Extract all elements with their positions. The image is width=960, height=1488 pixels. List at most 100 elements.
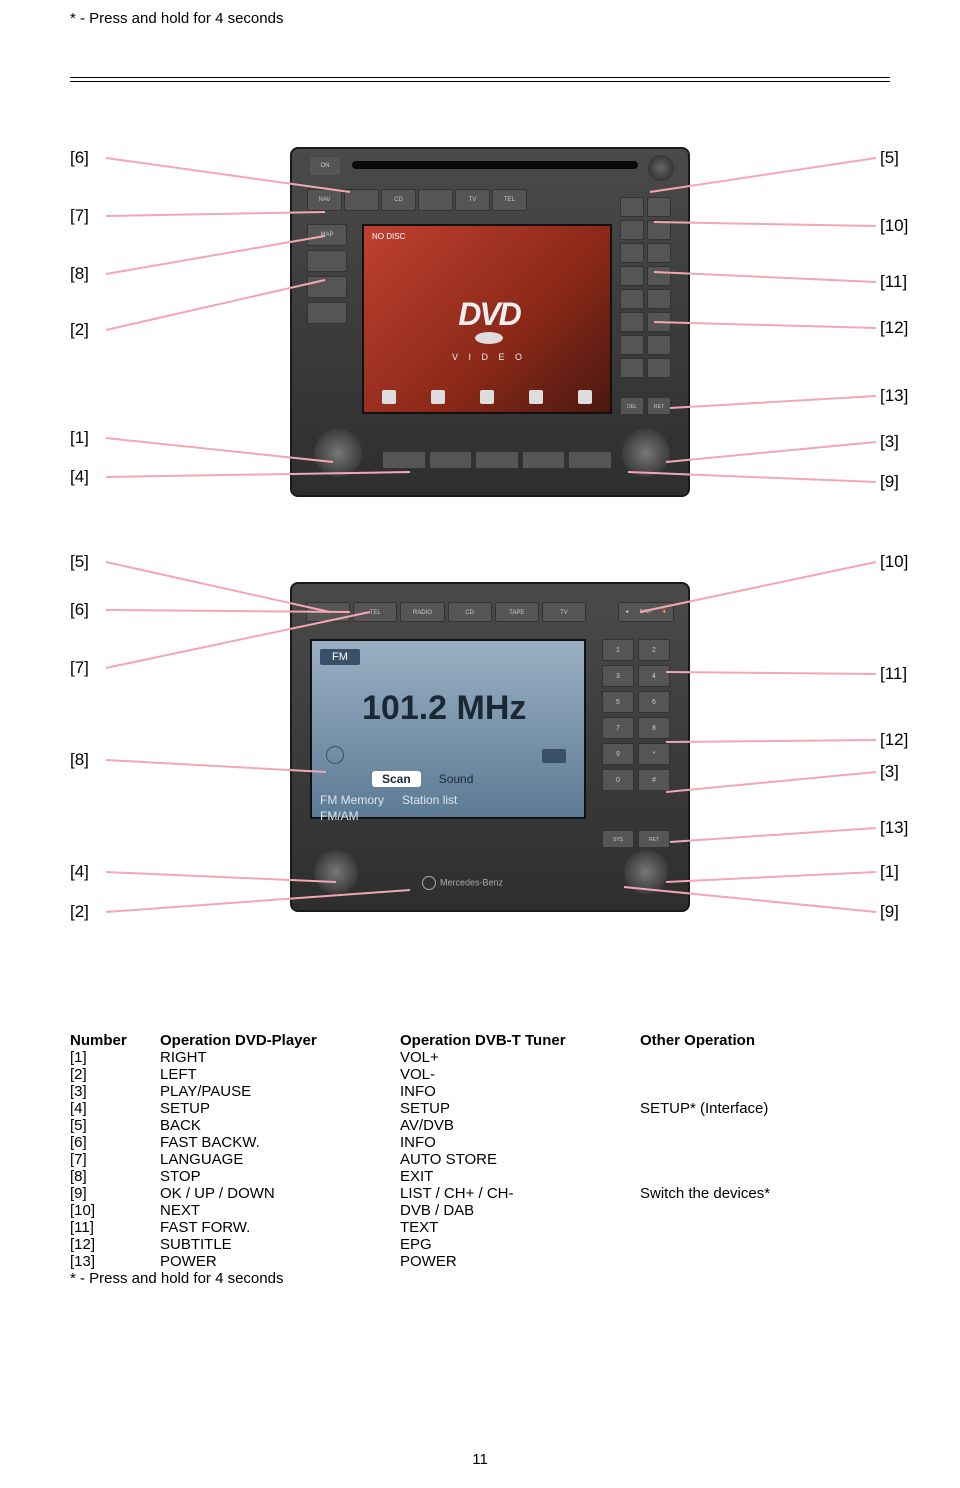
grid-button bbox=[647, 220, 671, 240]
sys-ret-row: SYS RET bbox=[602, 830, 674, 848]
video-text: V I D E O bbox=[414, 352, 564, 362]
table-cell: BACK bbox=[160, 1117, 400, 1134]
table-cell: [3] bbox=[70, 1083, 160, 1100]
numeric-keypad: 123456789*0# bbox=[602, 639, 674, 791]
top-button: TEL bbox=[353, 602, 397, 622]
table-header-row: NumberOperation DVD-PlayerOperation DVB-… bbox=[70, 1032, 890, 1049]
top-button: CD bbox=[381, 189, 416, 211]
table-cell: [1] bbox=[70, 1049, 160, 1066]
table-row: [4]SETUPSETUPSETUP* (Interface) bbox=[70, 1100, 890, 1117]
table-row: [13]POWERPOWER bbox=[70, 1253, 890, 1270]
callout-label: [4] bbox=[70, 467, 89, 487]
table-cell: SUBTITLE bbox=[160, 1236, 400, 1253]
table-cell: [13] bbox=[70, 1253, 160, 1270]
grid-button bbox=[620, 220, 644, 240]
table-row: [12]SUBTITLEEPG bbox=[70, 1236, 890, 1253]
callout-label: [13] bbox=[880, 818, 908, 838]
bottom-buttons bbox=[382, 451, 612, 469]
navi-button: ◄NAVI🔇 bbox=[618, 602, 674, 622]
navi-label: NAVI bbox=[640, 602, 651, 622]
table-cell: SETUP bbox=[160, 1100, 400, 1117]
keypad-button: 8 bbox=[638, 717, 670, 739]
table-cell: AUTO STORE bbox=[400, 1151, 640, 1168]
mercedes-logo: Mercedes-Benz bbox=[422, 876, 503, 890]
grid-button bbox=[647, 335, 671, 355]
table-row: [11]FAST FORW.TEXT bbox=[70, 1219, 890, 1236]
callout-label: [6] bbox=[70, 148, 89, 168]
table-cell bbox=[640, 1083, 890, 1100]
del-button: DEL bbox=[620, 397, 644, 415]
keypad-button: 7 bbox=[602, 717, 634, 739]
grid-button bbox=[647, 243, 671, 263]
right-button-grid bbox=[620, 197, 674, 378]
table-header: Operation DVB-T Tuner bbox=[400, 1032, 640, 1049]
table-body: [1]RIGHTVOL+[2]LEFTVOL-[3]PLAY/PAUSEINFO… bbox=[70, 1049, 890, 1270]
top-button bbox=[306, 602, 350, 622]
top-button: RADIO bbox=[400, 602, 444, 622]
table-cell: OK / UP / DOWN bbox=[160, 1185, 400, 1202]
table-cell: POWER bbox=[160, 1253, 400, 1270]
table-cell: [12] bbox=[70, 1236, 160, 1253]
star-icon bbox=[422, 876, 436, 890]
table-row: [1]RIGHTVOL+ bbox=[70, 1049, 890, 1066]
keypad-button: 9 bbox=[602, 743, 634, 765]
table-cell: TEXT bbox=[400, 1219, 640, 1236]
callout-label: [10] bbox=[880, 216, 908, 236]
top-button: TV bbox=[455, 189, 490, 211]
callout-label: [13] bbox=[880, 386, 908, 406]
table-cell: [7] bbox=[70, 1151, 160, 1168]
table-cell bbox=[640, 1236, 890, 1253]
table-row: [9]OK / UP / DOWNLIST / CH+ / CH-Switch … bbox=[70, 1185, 890, 1202]
callout-label: [5] bbox=[70, 552, 89, 572]
table-cell: [5] bbox=[70, 1117, 160, 1134]
top-button-row: NAVCDTVTEL bbox=[307, 189, 527, 211]
memory-row: FM Memory Station list bbox=[320, 793, 457, 807]
keypad-button: # bbox=[638, 769, 670, 791]
table-row: [3]PLAY/PAUSEINFO bbox=[70, 1083, 890, 1100]
no-disc-label: NO DISC bbox=[372, 232, 405, 241]
top-button: TV bbox=[542, 602, 586, 622]
callout-label: [3] bbox=[880, 762, 899, 782]
callout-label: [7] bbox=[70, 658, 89, 678]
table-cell: VOL- bbox=[400, 1066, 640, 1083]
device-radio-unit: TELRADIOCDTAPETV ◄NAVI🔇 FM 101.2 MHz Sca… bbox=[290, 582, 690, 912]
table-cell: [2] bbox=[70, 1066, 160, 1083]
table-cell: [10] bbox=[70, 1202, 160, 1219]
logo-text: Mercedes-Benz bbox=[440, 877, 503, 887]
diagram-area: ON NAVCDTVTEL MAP NO DISC DVD V I D E O … bbox=[70, 112, 890, 1012]
grid-button bbox=[647, 358, 671, 378]
table-cell bbox=[640, 1066, 890, 1083]
callout-label: [8] bbox=[70, 264, 89, 284]
grid-button bbox=[620, 312, 644, 332]
table-row: [5]BACKAV/DVB bbox=[70, 1117, 890, 1134]
table-cell: SETUP bbox=[400, 1100, 640, 1117]
callout-label: [12] bbox=[880, 318, 908, 338]
table-cell: INFO bbox=[400, 1134, 640, 1151]
side-button bbox=[307, 302, 347, 324]
callout-label: [12] bbox=[880, 730, 908, 750]
top-right-knob bbox=[648, 155, 674, 181]
table-cell: PLAY/PAUSE bbox=[160, 1083, 400, 1100]
top-button: CD bbox=[448, 602, 492, 622]
table-cell: EXIT bbox=[400, 1168, 640, 1185]
side-button bbox=[307, 276, 347, 298]
table-cell bbox=[640, 1049, 890, 1066]
table-row: [7]LANGUAGEAUTO STORE bbox=[70, 1151, 890, 1168]
sys-button: SYS bbox=[602, 830, 634, 848]
callout-label: [8] bbox=[70, 750, 89, 770]
table-cell: FAST BACKW. bbox=[160, 1134, 400, 1151]
right-knob bbox=[624, 850, 668, 894]
table-cell bbox=[640, 1117, 890, 1134]
scan-button: Scan bbox=[372, 771, 421, 787]
table-cell bbox=[640, 1219, 890, 1236]
callout-label: [9] bbox=[880, 902, 899, 922]
table-cell: VOL+ bbox=[400, 1049, 640, 1066]
callout-label: [6] bbox=[70, 600, 89, 620]
station-list-label: Station list bbox=[402, 793, 457, 807]
del-ret-row: DEL RET bbox=[620, 397, 674, 415]
table-cell: LIST / CH+ / CH- bbox=[400, 1185, 640, 1202]
grid-button bbox=[647, 312, 671, 332]
table-header: Number bbox=[70, 1032, 160, 1049]
table-cell bbox=[640, 1168, 890, 1185]
top-button: NAV bbox=[307, 189, 342, 211]
